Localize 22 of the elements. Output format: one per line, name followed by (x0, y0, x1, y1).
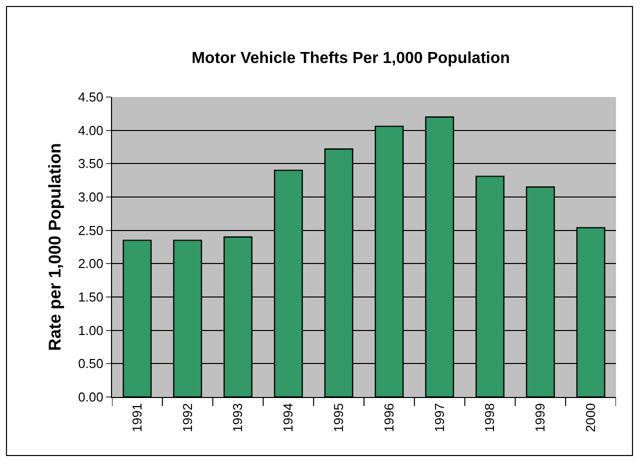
x-tick-label: 1991 (129, 403, 144, 432)
x-tick-label: 1997 (432, 403, 447, 432)
x-tick-label: 1995 (331, 403, 346, 432)
x-tick-label: 1996 (381, 403, 396, 432)
y-tick-label: 3.00 (78, 190, 104, 205)
y-tick-label: 3.50 (78, 156, 104, 172)
y-tick-label: 0.50 (78, 356, 104, 372)
y-tick-label: 2.50 (78, 222, 104, 238)
x-tick-label: 1998 (482, 403, 498, 432)
y-tick-label: 4.00 (78, 122, 104, 138)
x-tick-label: 2000 (583, 403, 598, 432)
y-tick-label: 4.50 (78, 90, 104, 105)
chart-title: Motor Vehicle Thefts Per 1,000 Population (192, 50, 510, 67)
y-tick-label: 0.00 (78, 390, 104, 405)
x-tick-label: 1999 (532, 403, 548, 432)
x-tick-label: 1994 (280, 403, 296, 432)
x-tick-label: 1993 (230, 403, 246, 432)
y-tick-label: 2.00 (78, 256, 104, 272)
y-tick-label: 1.50 (78, 290, 104, 305)
y-axis-title: Rate per 1,000 Population (46, 143, 65, 351)
y-tick-label: 1.00 (78, 322, 104, 338)
x-tick-label: 1992 (180, 403, 195, 432)
